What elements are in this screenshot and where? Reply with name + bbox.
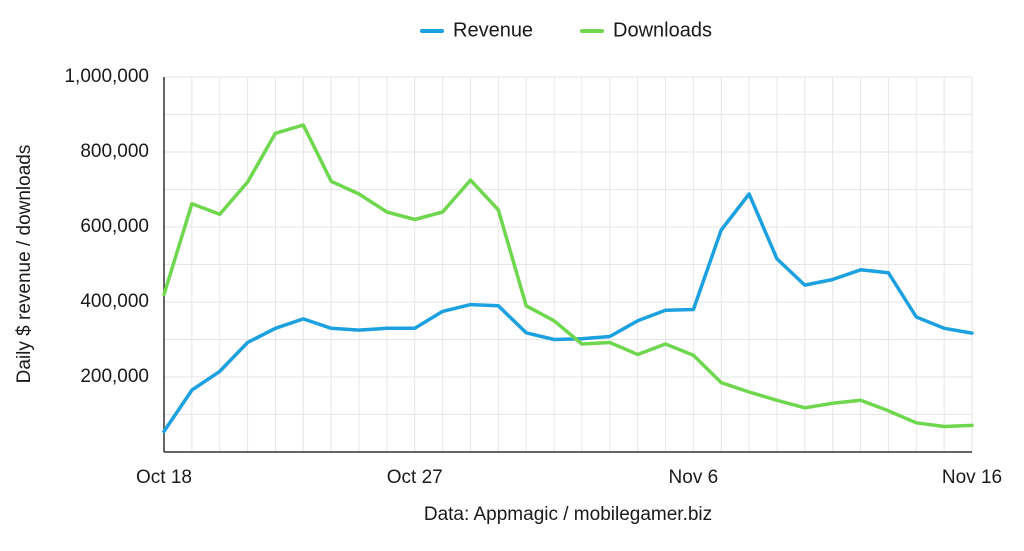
x-tick-label: Nov 6	[669, 467, 719, 488]
legend-label-revenue: Revenue	[453, 19, 533, 41]
y-tick-label: 800,000	[80, 141, 149, 162]
legend-label-downloads: Downloads	[613, 19, 712, 41]
gridlines	[164, 77, 972, 452]
y-tick-labels: 200,000 400,000 600,000 800,000 1,000,000	[64, 66, 149, 387]
series-lines	[164, 125, 972, 431]
y-tick-label: 400,000	[80, 291, 149, 312]
y-tick-label: 600,000	[80, 216, 149, 237]
y-tick-label: 200,000	[80, 366, 149, 387]
series-line-downloads	[164, 125, 972, 427]
y-axis-title: Daily $ revenue / downloads	[14, 145, 35, 384]
y-tick-label: 1,000,000	[64, 66, 149, 87]
legend: Revenue Downloads	[422, 19, 712, 41]
x-tick-label: Nov 16	[942, 467, 1002, 488]
source-label: Data: Appmagic / mobilegamer.biz	[424, 504, 712, 525]
x-tick-label: Oct 18	[136, 467, 192, 488]
x-tick-labels: Oct 18 Oct 27 Nov 6 Nov 16	[136, 467, 1002, 488]
series-line-revenue	[164, 194, 972, 431]
x-tick-label: Oct 27	[387, 467, 443, 488]
